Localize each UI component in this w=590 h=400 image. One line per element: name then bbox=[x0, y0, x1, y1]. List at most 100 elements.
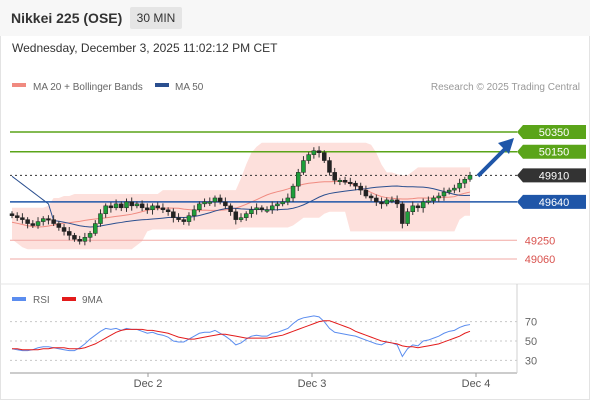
candle-body bbox=[145, 207, 150, 211]
candle-body bbox=[436, 195, 442, 199]
chart-datetime: Wednesday, December 3, 2025 11:02:12 PM … bbox=[12, 41, 278, 55]
candle-body bbox=[87, 233, 93, 238]
level-tag-text-50150: 50150 bbox=[539, 147, 570, 159]
candle-body bbox=[290, 185, 296, 199]
candle-body bbox=[9, 213, 15, 216]
forecast-arrow-layer bbox=[476, 138, 514, 178]
candle-body bbox=[420, 201, 426, 209]
candle-body bbox=[384, 199, 389, 205]
candle-body bbox=[337, 179, 343, 182]
candle-body bbox=[249, 209, 254, 214]
candle-body bbox=[171, 211, 176, 218]
candle-body bbox=[467, 175, 473, 180]
x-label-dec4: Dec 4 bbox=[462, 378, 491, 390]
candle-body bbox=[316, 150, 322, 153]
rsi-legend-label: RSI bbox=[33, 295, 50, 306]
level-tag-text-49640: 49640 bbox=[539, 197, 570, 209]
level-tag-50150 bbox=[517, 144, 586, 159]
chart-header: Nikkei 225 (OSE) 30 MIN bbox=[0, 0, 590, 36]
candle-body bbox=[56, 223, 62, 228]
candle-body bbox=[212, 197, 218, 203]
bollinger-band-layer bbox=[11, 142, 471, 250]
candle-body bbox=[93, 223, 98, 234]
candle-body bbox=[165, 209, 171, 212]
candle-body bbox=[25, 219, 30, 224]
level-tag-50350 bbox=[517, 125, 586, 139]
ma50-legend-label: MA 50 bbox=[175, 82, 204, 93]
candle-body bbox=[108, 205, 114, 209]
rsi-tick-70: 70 bbox=[525, 317, 537, 329]
candle-body bbox=[410, 205, 415, 212]
candle-body bbox=[353, 182, 358, 187]
candle-body bbox=[348, 181, 353, 184]
candle-body bbox=[394, 199, 400, 205]
candle-body bbox=[30, 223, 36, 226]
candle-body bbox=[462, 179, 468, 184]
level-tag-text-49910: 49910 bbox=[539, 170, 570, 182]
candle-body bbox=[191, 209, 197, 216]
candle-body bbox=[217, 197, 223, 203]
candle-body bbox=[269, 205, 275, 211]
ma50-line bbox=[11, 175, 471, 228]
candle-body bbox=[82, 237, 88, 242]
candle-body bbox=[202, 201, 207, 205]
rsi-ma-legend-swatch bbox=[62, 297, 76, 301]
level-tag-49640 bbox=[517, 194, 586, 209]
candle-body bbox=[103, 205, 108, 214]
candle-body bbox=[186, 215, 192, 222]
candle-body bbox=[441, 191, 447, 197]
rsi-ma-line bbox=[12, 320, 471, 351]
candle-body bbox=[181, 219, 186, 222]
candle-body bbox=[259, 207, 265, 211]
candle-body bbox=[35, 221, 41, 226]
candle-body bbox=[358, 185, 363, 191]
x-label-dec2: Dec 2 bbox=[134, 378, 163, 390]
candle-body bbox=[264, 209, 270, 212]
ma20-line bbox=[11, 180, 471, 228]
candle-body bbox=[40, 218, 46, 222]
candle-body bbox=[155, 205, 160, 209]
candle-body bbox=[139, 203, 145, 209]
candle-body bbox=[228, 205, 233, 212]
candle-body bbox=[400, 203, 405, 224]
candle-body bbox=[306, 154, 311, 161]
candle-body bbox=[119, 203, 124, 209]
candle-body bbox=[368, 195, 374, 199]
candle-body bbox=[176, 217, 181, 220]
candle-body bbox=[327, 160, 332, 173]
instrument-title: Nikkei 225 (OSE) bbox=[11, 10, 123, 26]
candle-body bbox=[134, 203, 140, 207]
candle-body bbox=[124, 201, 129, 209]
timeframe-badge[interactable]: 30 MIN bbox=[130, 7, 182, 29]
candle-body bbox=[223, 201, 228, 207]
candle-body bbox=[431, 197, 436, 202]
rsi-tick-30: 30 bbox=[525, 355, 537, 367]
forecast-arrow-shaft bbox=[476, 146, 508, 178]
candle-body bbox=[150, 205, 155, 211]
candle-body bbox=[275, 203, 280, 207]
candle-body bbox=[389, 199, 395, 202]
candle-body bbox=[51, 219, 56, 224]
candle-body bbox=[426, 200, 431, 203]
candle-body bbox=[405, 211, 410, 224]
level-text-49060: 49060 bbox=[525, 254, 556, 266]
candle-body bbox=[342, 179, 348, 183]
candle-body bbox=[374, 197, 379, 203]
candle-body bbox=[98, 213, 103, 224]
forecast-arrow-head bbox=[498, 138, 514, 154]
candle-body bbox=[363, 189, 369, 197]
candle-body bbox=[457, 182, 462, 189]
candle-body bbox=[243, 213, 249, 218]
candle-body bbox=[254, 207, 259, 211]
level-tag-49910 bbox=[517, 168, 586, 183]
candle-body bbox=[61, 227, 67, 232]
candle-body bbox=[233, 211, 239, 220]
research-credit: Research © 2025 Trading Central bbox=[431, 82, 580, 93]
candle-body bbox=[322, 152, 327, 161]
candle-body bbox=[20, 217, 25, 220]
rsi-ma-legend-label: 9MA bbox=[82, 295, 103, 306]
x-label-dec3: Dec 3 bbox=[298, 378, 327, 390]
candle-body bbox=[280, 201, 285, 205]
candle-body bbox=[46, 218, 51, 221]
